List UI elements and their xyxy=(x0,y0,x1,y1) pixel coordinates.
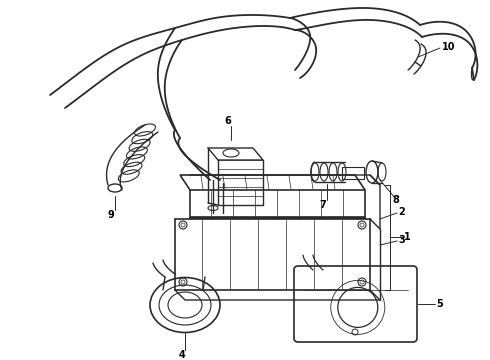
Text: 4: 4 xyxy=(179,350,185,360)
Text: 6: 6 xyxy=(224,116,231,126)
Text: 5: 5 xyxy=(436,299,443,309)
Text: 7: 7 xyxy=(319,200,326,210)
Text: 8: 8 xyxy=(392,195,399,205)
Bar xyxy=(342,167,364,179)
Text: 2: 2 xyxy=(398,207,405,217)
Text: 3: 3 xyxy=(398,235,405,245)
Text: 1: 1 xyxy=(404,232,411,242)
Text: 9: 9 xyxy=(108,210,114,220)
Text: 10: 10 xyxy=(442,42,456,52)
